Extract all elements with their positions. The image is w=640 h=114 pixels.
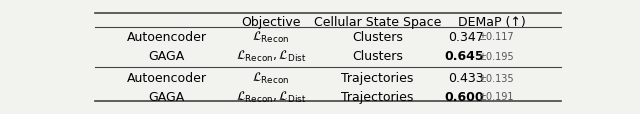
Text: Autoencoder: Autoencoder [127,72,207,85]
Text: $\mathcal{L}_{\mathrm{Recon}}, \mathcal{L}_{\mathrm{Dist}}$: $\mathcal{L}_{\mathrm{Recon}}, \mathcal{… [236,89,306,104]
Text: ±0.135: ±0.135 [478,73,514,83]
Text: DEMaP (↑): DEMaP (↑) [458,16,525,29]
Text: $\mathcal{L}_{\mathrm{Recon}}$: $\mathcal{L}_{\mathrm{Recon}}$ [252,71,289,86]
Text: 0.347: 0.347 [449,31,484,43]
Text: Cellular State Space: Cellular State Space [314,16,442,29]
Text: ±0.195: ±0.195 [478,51,514,61]
Text: 0.645: 0.645 [445,50,484,63]
Text: ±0.191: ±0.191 [479,92,514,102]
Text: Trajectories: Trajectories [341,90,414,103]
Text: Clusters: Clusters [352,50,403,63]
Text: 0.600: 0.600 [445,90,484,103]
Text: Objective: Objective [241,16,301,29]
Text: $\mathcal{L}_{\mathrm{Recon}}, \mathcal{L}_{\mathrm{Dist}}$: $\mathcal{L}_{\mathrm{Recon}}, \mathcal{… [236,49,306,64]
Text: GAGA: GAGA [148,50,185,63]
Text: Trajectories: Trajectories [341,72,414,85]
Text: Clusters: Clusters [352,31,403,43]
Text: ±0.117: ±0.117 [478,32,514,42]
Text: GAGA: GAGA [148,90,185,103]
Text: 0.433: 0.433 [449,72,484,85]
Text: Autoencoder: Autoencoder [127,31,207,43]
Text: $\mathcal{L}_{\mathrm{Recon}}$: $\mathcal{L}_{\mathrm{Recon}}$ [252,29,289,44]
